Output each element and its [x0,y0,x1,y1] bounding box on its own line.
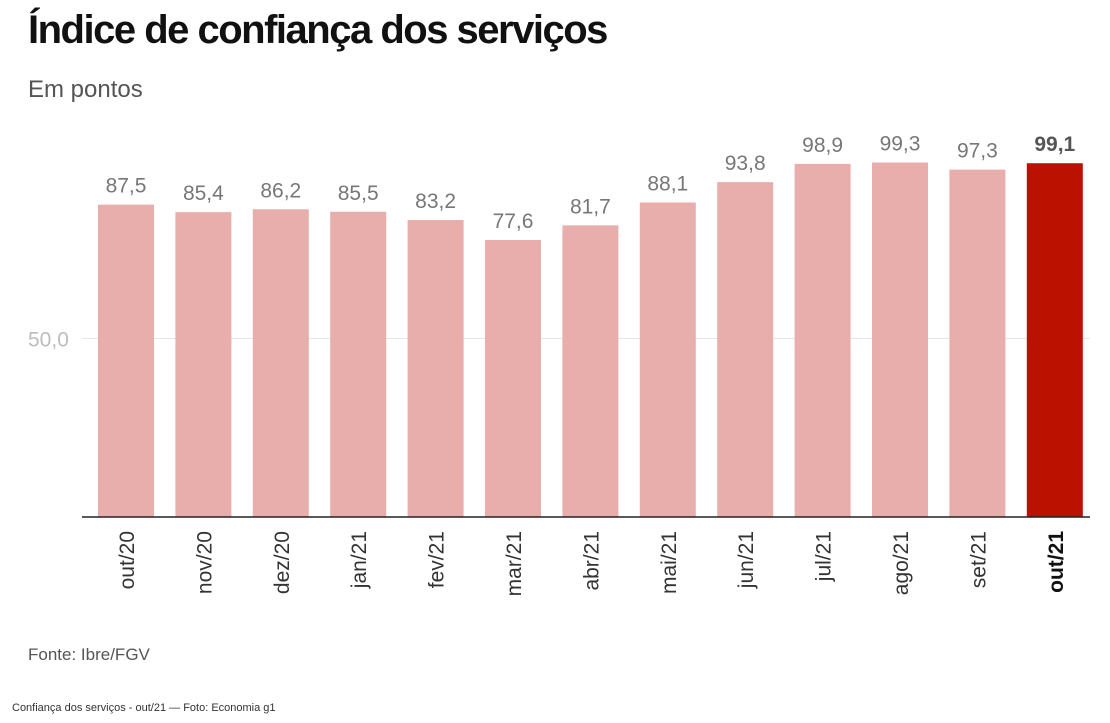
x-tick-label: out/20 [116,531,139,589]
x-tick-label: mar/21 [503,531,526,596]
data-label: 98,9 [802,134,843,157]
x-tick-label: mai/21 [658,531,681,594]
data-label: 77,6 [493,210,534,233]
bar [794,163,851,517]
bar [485,239,541,517]
bar [562,225,619,517]
chart-title: Índice de confiança dos serviços [28,8,608,52]
data-label: 83,2 [415,190,456,213]
data-label: 88,1 [647,172,688,195]
x-tick-label: jul/21 [813,531,836,582]
x-tick-label: set/21 [967,531,990,588]
x-tick-label: nov/20 [193,531,216,594]
x-tick-label: jan/21 [348,531,371,589]
x-tick-label: jun/21 [735,531,758,589]
data-label: 97,3 [957,140,998,163]
data-label: 99,1 [1034,133,1075,156]
source-note: Fonte: Ibre/FGV [28,645,150,664]
data-label: 81,7 [570,195,611,218]
x-tick-label: out/21 [1045,531,1068,593]
data-label: 86,2 [260,179,301,202]
bar [252,209,309,518]
data-label: 87,5 [106,175,147,198]
bar [717,182,774,517]
photo-caption: Confiança dos serviços - out/21 — Foto: … [12,702,276,714]
data-label: 85,5 [338,182,379,205]
bar [872,162,928,517]
bar [330,211,387,517]
x-tick-label: dez/20 [271,531,294,594]
bar [639,202,696,517]
chart-subtitle: Em pontos [28,76,143,103]
bar [407,219,464,517]
data-label: 93,8 [725,152,766,175]
bar [949,169,1006,517]
x-tick-label: ago/21 [890,531,913,595]
bar [1026,163,1083,517]
bar [175,212,232,517]
x-tick-label: fev/21 [426,531,449,588]
data-label: 85,4 [183,182,224,205]
data-label: 99,3 [880,132,921,155]
bar-chart: 50,0 87,5 out/20 85,4 nov/20 86,2 dez/20 85,5 ja… [28,132,1090,596]
x-tick-label: abr/21 [580,531,603,591]
y-tick-label: 50,0 [28,329,69,352]
bar [98,204,154,517]
